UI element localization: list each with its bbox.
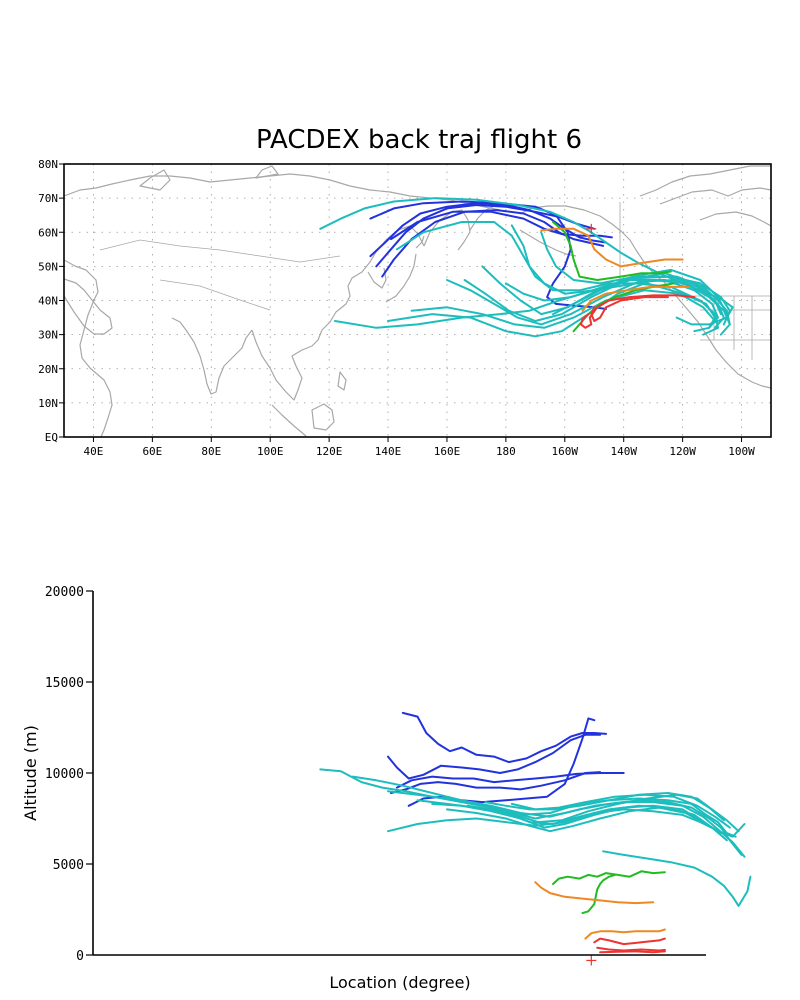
map-x-ticks: 40E 60E 80E 100E 120E 140E 160E 180 160W 140W 120W…	[84, 437, 755, 458]
altitude-trajectory-16	[602, 850, 752, 907]
altitude-trajectory-2	[387, 733, 602, 780]
map-trajectory-23	[590, 296, 669, 322]
map-y-tick-label: 70N	[38, 192, 58, 205]
map-y-tick-label: 50N	[38, 260, 58, 273]
map-x-tick-label: 140W	[610, 445, 637, 458]
map-y-ticks: EQ 10N 20N 30N 40N 50N 60N 70N 80N	[38, 158, 64, 444]
altitude-trajectory-8	[387, 790, 746, 858]
map-y-tick-label: 20N	[38, 363, 58, 376]
x-axis-label: Location (degree)	[329, 973, 470, 992]
altitude-y-ticks: 0 5000 10000 15000 20000	[45, 585, 93, 964]
altitude-trajectory-19	[534, 881, 655, 905]
map-panel: 40E 60E 80E 100E 120E 140E 160E 180 160W 140W 120W…	[38, 158, 772, 458]
altitude-trajectory-3	[395, 772, 625, 789]
chart-title: PACDEX back traj flight 6	[256, 125, 582, 155]
map-x-tick-label: 180	[496, 445, 516, 458]
map-trajectory-18	[552, 221, 672, 281]
map-x-tick-label: 80E	[201, 445, 221, 458]
map-x-tick-label: 60E	[142, 445, 162, 458]
y-axis-label: Altitude (m)	[21, 725, 40, 821]
map-y-tick-label: EQ	[45, 431, 58, 444]
map-y-tick-label: 40N	[38, 295, 58, 308]
map-x-tick-label: 100W	[728, 445, 755, 458]
map-trajectory-1	[375, 204, 596, 268]
map-trajectory-2	[369, 202, 607, 258]
map-trajectory-15	[540, 231, 722, 316]
coastline-arctic	[64, 173, 501, 211]
map-trajectory-21	[581, 285, 690, 312]
start-point-marker	[586, 223, 597, 234]
coastline-maritime	[271, 404, 307, 437]
altitude-panel: 0 5000 10000 15000 20000 Location (degree) A…	[21, 585, 752, 992]
map-trajectory-17	[552, 275, 731, 326]
altitude-trajectory-22	[596, 946, 666, 952]
altitude-trajectory-11	[446, 806, 722, 835]
coastline-africa	[64, 259, 113, 437]
coastline-japan	[385, 253, 417, 303]
altitude-trajectory-1	[401, 711, 607, 764]
map-trajectory-5	[390, 210, 613, 241]
coastlines	[64, 165, 771, 437]
map-x-tick-label: 160W	[552, 445, 579, 458]
alt-y-tick-label: 10000	[45, 767, 84, 782]
altitude-trajectory-13	[484, 792, 725, 822]
altitude-trajectory-20	[584, 928, 666, 940]
altitude-trajectory-23	[599, 950, 666, 954]
map-y-tick-label: 30N	[38, 329, 58, 342]
coastline-india	[171, 317, 253, 395]
map-x-tick-label: 120W	[669, 445, 696, 458]
altitude-trajectories	[319, 711, 752, 954]
altitude-trajectory-14	[510, 793, 731, 829]
altitude-trajectory-15	[387, 808, 716, 833]
map-x-tick-label: 40E	[84, 445, 104, 458]
altitude-trajectory-17	[552, 870, 666, 885]
alt-y-tick-label: 15000	[45, 676, 84, 691]
coastline-canada	[639, 165, 771, 197]
map-trajectories	[319, 197, 734, 338]
altitude-trajectory-5	[407, 717, 596, 807]
map-trajectory-11	[446, 279, 725, 329]
altitude-trajectory-18	[581, 873, 616, 915]
altitude-trajectory-21	[593, 937, 666, 946]
coastline-arabia	[64, 278, 113, 335]
map-gridlines	[64, 164, 771, 437]
map-y-tick-label: 10N	[38, 397, 58, 410]
map-x-tick-label: 140E	[375, 445, 402, 458]
map-trajectory-20	[540, 227, 684, 268]
map-trajectory-22	[580, 294, 696, 329]
alt-y-tick-label: 0	[76, 949, 84, 964]
map-y-tick-label: 60N	[38, 226, 58, 239]
map-x-tick-label: 160E	[434, 445, 461, 458]
altitude-trajectory-6	[319, 768, 737, 838]
map-trajectory-10	[410, 289, 716, 329]
altitude-start-marker	[586, 955, 597, 966]
map-trajectory-16	[504, 275, 719, 302]
alt-y-tick-label: 20000	[45, 585, 84, 600]
coastline-indochina	[251, 329, 323, 401]
map-x-tick-label: 100E	[257, 445, 284, 458]
map-y-tick-label: 80N	[38, 158, 58, 171]
map-x-tick-label: 120E	[316, 445, 343, 458]
coastline-us-west	[663, 281, 771, 389]
altitude-trajectory-4	[390, 771, 602, 794]
coastline-china	[321, 225, 425, 331]
coastline-korea	[367, 267, 387, 289]
coastline-kamchatka	[423, 209, 471, 251]
alt-y-tick-label: 5000	[53, 858, 84, 873]
border-asia	[99, 239, 341, 263]
